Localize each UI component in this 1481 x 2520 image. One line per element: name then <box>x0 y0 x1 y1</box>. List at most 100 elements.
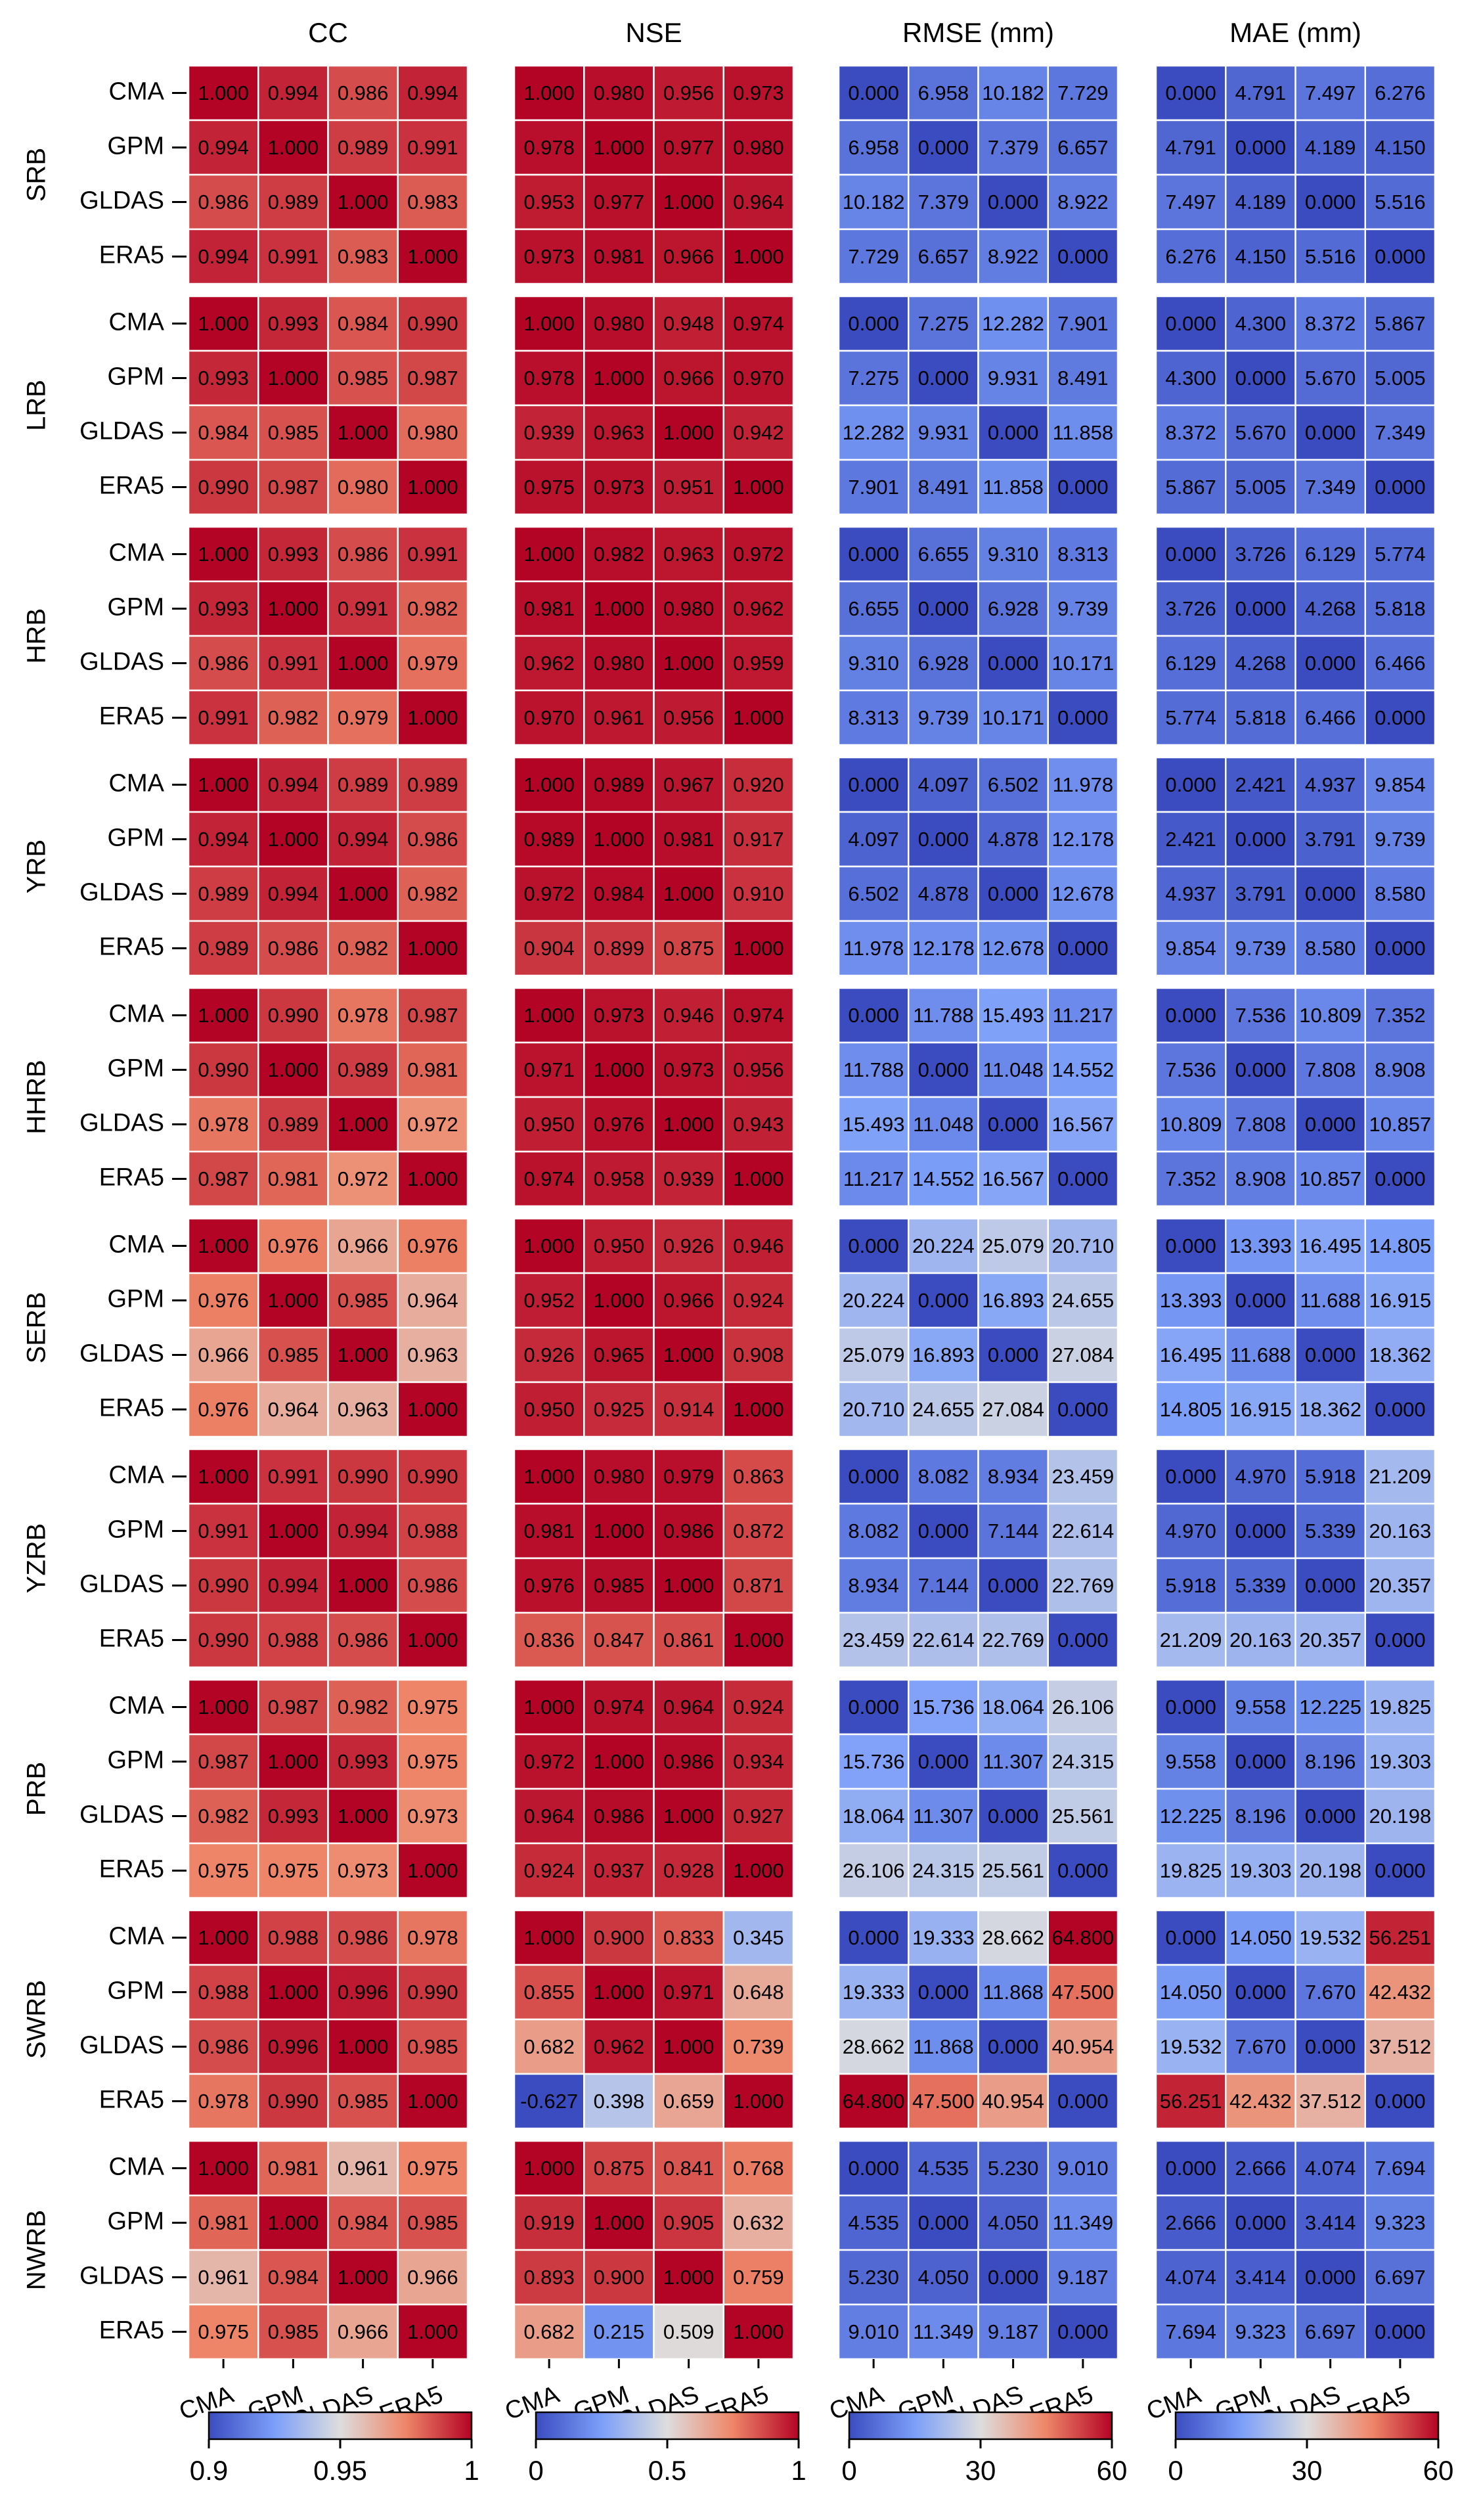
cell-value-label: 1.000 <box>268 597 319 620</box>
cell-value-label: 0.966 <box>663 1289 715 1312</box>
cell-value-label: 0.000 <box>1165 543 1216 566</box>
cell-value-label: 0.345 <box>733 1926 784 1949</box>
heatmap-cell <box>908 1502 979 1560</box>
colorbar-gradient <box>535 2411 800 2441</box>
cell-value-label: 0.000 <box>1235 367 1287 390</box>
cell-value-label: 1.000 <box>407 937 458 960</box>
heatmap-cell <box>1225 1217 1296 1274</box>
heatmap-cell <box>653 1150 724 1207</box>
heatmap-cell <box>1155 689 1227 746</box>
heatmap-cell <box>1225 1964 1296 2021</box>
cell-value-label: 20.224 <box>912 1234 975 1257</box>
cell-value-label: 1.000 <box>733 1859 784 1882</box>
heatmap-cell <box>397 756 469 813</box>
cell-value-label: 1.000 <box>733 706 784 729</box>
cell-value-label: 0.994 <box>268 882 319 905</box>
cell-value-label: 0.986 <box>407 828 458 851</box>
heatmap-cell <box>257 1272 329 1329</box>
cell-value-label: 16.567 <box>982 1167 1044 1190</box>
cell-value-label: 6.958 <box>848 136 899 159</box>
cell-value-label: 0.000 <box>918 1289 969 1312</box>
heatmap-cell <box>1155 459 1227 516</box>
row-label: CMA <box>109 1692 165 1720</box>
heatmap-cell <box>1155 635 1227 692</box>
cell-value-label: 47.500 <box>912 2090 975 2113</box>
heatmap-cell <box>583 1964 655 2021</box>
heatmap-cell <box>653 1096 724 1153</box>
cell-value-label: 0.939 <box>663 1167 715 1190</box>
cell-value-label: 0.000 <box>1305 2035 1356 2058</box>
colorbar-tick-label: 0.9 <box>190 2455 228 2486</box>
heatmap-cell <box>1364 2194 1436 2251</box>
cell-value-label: 0.984 <box>268 2266 319 2289</box>
cell-value-label: 10.182 <box>982 81 1044 104</box>
cell-value-label: 4.097 <box>918 773 969 796</box>
cell-value-label: 0.987 <box>407 1004 458 1027</box>
heatmap-cell <box>397 1326 469 1384</box>
heatmap-cell <box>977 1381 1049 1438</box>
cell-value-label: 19.303 <box>1229 1859 1292 1882</box>
heatmap-cell <box>908 349 979 407</box>
heatmap-cell <box>908 811 979 868</box>
heatmap-cell <box>1225 811 1296 868</box>
cell-value-label: 4.970 <box>1165 1519 1216 1542</box>
heatmap-cell <box>327 404 399 461</box>
cell-value-label: 0.964 <box>733 191 784 214</box>
heatmap-cell <box>722 1678 795 1736</box>
cell-value-label: 12.178 <box>912 937 975 960</box>
heatmap-cell <box>1047 1502 1119 1560</box>
heatmap-cell <box>1155 1678 1227 1736</box>
cell-value-label: 4.791 <box>1165 136 1216 159</box>
cell-value-label: 0.994 <box>198 136 249 159</box>
heatmap-cell <box>722 64 795 122</box>
cell-value-label: 27.084 <box>982 1398 1044 1421</box>
cell-value-label: 4.535 <box>848 2211 899 2234</box>
heatmap-cell <box>583 2018 655 2075</box>
cell-value-label: 0.966 <box>198 1343 249 1366</box>
heatmap-cell <box>977 811 1049 868</box>
cell-value-label: 0.000 <box>1057 1167 1109 1190</box>
heatmap-cell <box>187 811 259 868</box>
cell-value-label: 0.956 <box>733 1058 784 1081</box>
heatmap-cell <box>653 2194 724 2251</box>
cell-value-label: 4.937 <box>1305 773 1356 796</box>
cell-value-label: 14.805 <box>1369 1234 1431 1257</box>
cell-value-label: 12.282 <box>982 312 1044 335</box>
cell-value-label: 0.000 <box>1165 1465 1216 1488</box>
cell-value-label: 0.984 <box>338 312 389 335</box>
heatmap-cell <box>722 119 795 176</box>
cell-value-label: 19.333 <box>912 1926 975 1949</box>
cell-value-label: 19.532 <box>1160 2035 1222 2058</box>
heatmap-cell <box>653 811 724 868</box>
cell-value-label: 7.379 <box>988 136 1039 159</box>
cell-value-label: 6.697 <box>1305 2320 1356 2343</box>
cell-value-label: 0.000 <box>1165 312 1216 335</box>
cell-value-label: 0.987 <box>407 367 458 390</box>
heatmap-cell <box>513 689 585 746</box>
cell-value-label: 0.000 <box>1375 1167 1426 1190</box>
heatmap-cell <box>187 526 259 583</box>
heatmap-cell <box>1155 228 1227 285</box>
heatmap-cell <box>1225 2073 1296 2130</box>
cell-value-label: 0.934 <box>733 1750 784 1773</box>
basin-label: LRB <box>22 380 51 431</box>
heatmap-cell <box>397 689 469 746</box>
cell-value-label: 0.972 <box>338 1167 389 1190</box>
cell-value-label: 8.082 <box>918 1465 969 1488</box>
heatmap-cell <box>1364 2073 1436 2130</box>
cell-value-label: 5.230 <box>988 2157 1039 2180</box>
heatmap-cell <box>1047 1733 1119 1790</box>
row-label: ERA5 <box>99 1856 164 1883</box>
heatmap-cell <box>1047 404 1119 461</box>
cell-value-label: 0.000 <box>1057 937 1109 960</box>
heatmap-cell <box>1047 865 1119 922</box>
cell-value-label: 9.010 <box>848 2320 899 2343</box>
heatmap-cell <box>722 2194 795 2251</box>
cell-value-label: 10.171 <box>982 706 1044 729</box>
cell-value-label: 0.000 <box>1235 1289 1287 1312</box>
heatmap-cell <box>327 1381 399 1438</box>
cell-value-label: 20.224 <box>843 1289 905 1312</box>
heatmap-cell <box>722 1964 795 2021</box>
cell-value-label: 7.379 <box>918 191 969 214</box>
cell-value-label: 0.899 <box>594 937 645 960</box>
